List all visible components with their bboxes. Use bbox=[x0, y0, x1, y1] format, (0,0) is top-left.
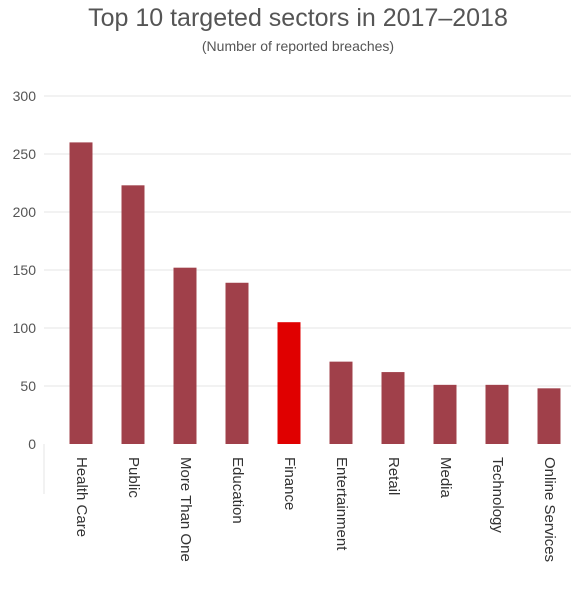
x-tick-label: Retail bbox=[385, 457, 402, 495]
chart-subtitle: (Number of reported breaches) bbox=[201, 38, 395, 54]
bar bbox=[173, 267, 197, 444]
bar bbox=[329, 361, 353, 444]
bar bbox=[69, 142, 93, 444]
bar bbox=[381, 372, 405, 444]
bar bbox=[225, 282, 249, 444]
x-tick-label: Online Services bbox=[541, 457, 558, 562]
bar bbox=[433, 384, 457, 444]
bar bbox=[277, 322, 301, 444]
x-tick-label: Finance bbox=[281, 457, 298, 510]
y-tick-label: 200 bbox=[13, 204, 37, 220]
x-tick-label: Public bbox=[125, 457, 142, 498]
bar bbox=[121, 185, 145, 444]
x-tick-label: Entertainment bbox=[333, 457, 350, 551]
chart-title: Top 10 targeted sectors in 2017–2018 bbox=[88, 4, 508, 32]
y-tick-label: 100 bbox=[13, 320, 37, 336]
y-tick-label: 250 bbox=[13, 146, 37, 162]
y-tick-label: 0 bbox=[28, 436, 36, 452]
bar bbox=[537, 388, 561, 444]
y-tick-label: 50 bbox=[20, 378, 36, 394]
y-tick-label: 150 bbox=[13, 262, 37, 278]
x-tick-label: Education bbox=[229, 457, 246, 524]
bar bbox=[485, 384, 509, 444]
x-tick-label: Technology bbox=[489, 457, 506, 533]
x-tick-label: More Than One bbox=[177, 457, 194, 562]
x-tick-label: Health Care bbox=[73, 457, 90, 537]
y-tick-label: 300 bbox=[13, 88, 37, 104]
x-tick-label: Media bbox=[437, 457, 454, 499]
